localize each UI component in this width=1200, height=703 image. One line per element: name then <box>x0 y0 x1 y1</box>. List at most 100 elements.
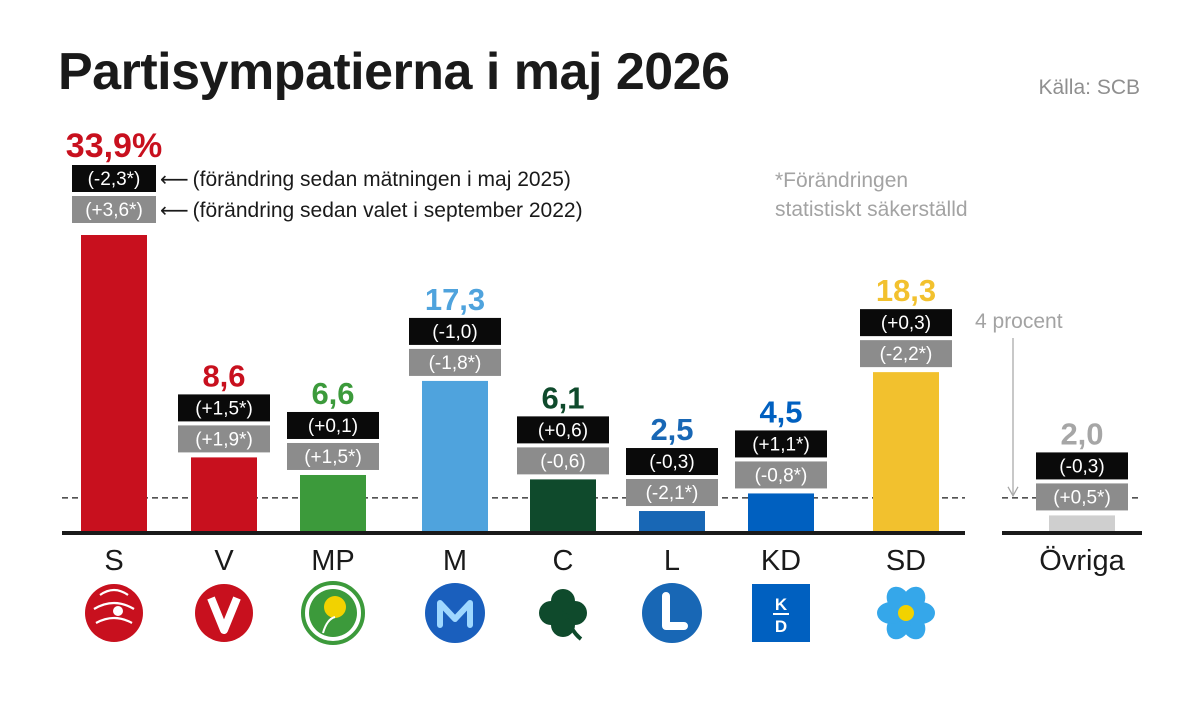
bar <box>748 493 814 533</box>
rose-petal-line <box>99 588 129 596</box>
anemone-icon <box>877 586 935 640</box>
chart-title: Partisympatierna i maj 2026 <box>58 43 730 101</box>
change-since-election-2022-box <box>626 479 718 507</box>
bar <box>422 380 488 533</box>
value-label: 18,3 <box>876 273 936 308</box>
significance-note-line-1: *Förändringen <box>775 169 909 192</box>
change-since-may-2025-label: (-1,0) <box>432 322 477 343</box>
change-since-election-2022-label: (+1,9*) <box>195 429 253 450</box>
change-since-election-2022-label: (-0,8*) <box>755 465 808 486</box>
change-since-may-2025-label: (+1,5*) <box>195 398 253 419</box>
change-since-may-2025-label: (-2,3*) <box>88 169 141 190</box>
category-label: SD <box>886 545 926 577</box>
rose-petal-line <box>95 616 133 624</box>
legend-since-may-2025-text: (förändring sedan mätningen i maj 2025) <box>192 168 571 191</box>
change-since-may-2025-box <box>517 416 609 444</box>
value-label: 6,1 <box>541 380 584 415</box>
bar <box>530 479 596 533</box>
anemone-center <box>898 605 914 621</box>
legend-since-election-2022: ⟵ (förändring sedan valet i september 202… <box>160 198 583 224</box>
change-since-election-2022-box <box>178 425 270 453</box>
category-label: S <box>104 545 123 577</box>
rose-petal-line <box>93 601 135 610</box>
source-label: Källa: SCB <box>1038 76 1140 99</box>
legend-since-election-2022-text: (förändring sedan valet i september 2022… <box>192 199 583 222</box>
value-label: 4,5 <box>759 394 802 429</box>
change-since-election-2022-box <box>517 447 609 475</box>
bar-group-l: (-0,3) (-2,1*) 2,5 L <box>626 412 718 577</box>
party-logos: KD <box>85 581 935 645</box>
change-since-election-2022-box <box>409 348 501 376</box>
l-letter <box>662 592 688 630</box>
left-arrow-icon: ⟵ <box>160 200 189 222</box>
threshold-arrow-head <box>1007 486 1019 498</box>
m-letter <box>437 600 473 628</box>
change-since-election-2022-box <box>860 340 952 368</box>
rose-icon <box>85 584 143 642</box>
bar-group-kd: (+1,1*) (-0,8*) 4,5 KD <box>735 394 827 577</box>
value-label: 33,9% <box>66 127 162 165</box>
change-since-election-2022-box <box>287 442 379 470</box>
bar <box>873 372 939 533</box>
change-since-may-2025-label: (-0,3) <box>1059 456 1104 477</box>
category-label: L <box>664 545 680 577</box>
change-since-election-2022-label: (+3,6*) <box>85 200 143 221</box>
dandelion-flower <box>324 596 346 618</box>
change-since-election-2022-label: (-2,2*) <box>880 344 933 365</box>
significance-note-line-2: statistiskt säkerställd <box>775 198 968 221</box>
change-since-election-2022-box <box>1036 483 1128 511</box>
value-label: 6,6 <box>311 376 354 411</box>
change-since-election-2022-label: (-2,1*) <box>646 483 699 504</box>
change-since-may-2025-label: (-0,3) <box>649 452 694 473</box>
change-since-election-2022-label: (+1,5*) <box>304 447 362 468</box>
change-since-election-2022-label: (+0,5*) <box>1053 487 1111 508</box>
clover-leaf <box>539 601 563 625</box>
m-logo-icon <box>425 583 485 643</box>
legend-since-may-2025: ⟵ (förändring sedan mätningen i maj 2025) <box>160 167 571 193</box>
change-since-election-2022-box <box>72 196 156 223</box>
change-since-may-2025-label: (+0,3) <box>881 313 931 334</box>
significance-note: *Förändringen statistiskt säkerställd <box>775 166 1035 224</box>
bar <box>191 457 257 533</box>
change-since-may-2025-box <box>626 448 718 476</box>
bar <box>1049 515 1115 533</box>
kd-logo-icon: KD <box>752 584 810 642</box>
threshold-label: 4 procent <box>975 310 1063 333</box>
category-label: Övriga <box>1039 545 1125 577</box>
change-since-may-2025-label: (+0,1) <box>308 416 358 437</box>
category-label: M <box>443 545 467 577</box>
change-since-may-2025-box <box>1036 452 1128 480</box>
kd-logo-letter-k: K <box>775 595 788 614</box>
change-since-may-2025-label: (+0,6) <box>538 420 588 441</box>
dandelion-icon <box>301 581 365 645</box>
category-label: V <box>214 545 234 577</box>
l-logo-circle <box>642 583 702 643</box>
rose-center <box>113 606 123 616</box>
change-since-may-2025-box <box>735 430 827 458</box>
change-since-election-2022-label: (-0,6) <box>540 451 585 472</box>
clover-stem <box>565 618 583 641</box>
bar-group-v: (+1,5*) (+1,9*) 8,6 V <box>178 358 270 577</box>
value-label: 2,5 <box>650 412 693 447</box>
value-label: 2,0 <box>1060 416 1103 451</box>
category-label: C <box>553 545 574 577</box>
bar-group-m: (-1,0) (-1,8*) 17,3 M <box>409 282 501 577</box>
bar-group-s: (-2,3*) (+3,6*) 33,9% S <box>66 127 162 577</box>
change-since-may-2025-box <box>178 394 270 422</box>
left-arrow-icon: ⟵ <box>160 169 189 191</box>
change-since-election-2022-box <box>735 461 827 489</box>
category-label: KD <box>761 545 801 577</box>
v-logo-icon <box>195 584 253 642</box>
change-since-may-2025-box <box>72 165 156 192</box>
bar <box>81 235 147 533</box>
bar-group-övriga: (-0,3) (+0,5*) 2,0 Övriga <box>1036 416 1128 577</box>
v-letter <box>207 596 241 634</box>
bar-group-mp: (+0,1) (+1,5*) 6,6 MP <box>287 376 379 577</box>
bar <box>639 511 705 533</box>
value-label: 8,6 <box>202 358 245 393</box>
kd-logo-letter-d: D <box>775 617 787 636</box>
value-label: 17,3 <box>425 282 485 317</box>
m-logo-circle <box>425 583 485 643</box>
